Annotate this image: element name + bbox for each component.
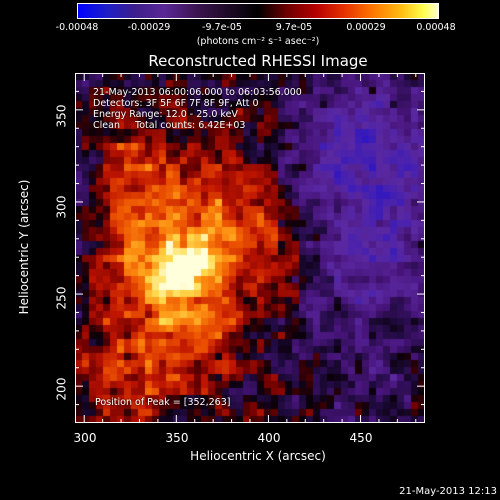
x-tick-label: 400 [257, 431, 281, 445]
info-time-range: 21-May-2013 06:00:06.000 to 06:03:56.000 [93, 87, 302, 98]
y-tick-label: 250 [54, 286, 69, 310]
plot-title: Reconstructed RHESSI Image [148, 52, 368, 70]
x-axis-label: Heliocentric X (arcsec) [190, 449, 326, 463]
colorbar-tick: -0.00048 [55, 22, 99, 33]
plot-frame [75, 73, 425, 423]
colorbar-tick: 9.7e-05 [275, 22, 313, 33]
colorbar-units: (photons cm⁻² s⁻¹ asec⁻²) [196, 36, 320, 47]
info-peak-position: Position of Peak = [352,263] [95, 397, 231, 408]
colorbar-tick: -0.00029 [127, 22, 171, 33]
x-tick-label: 350 [165, 431, 189, 445]
x-tick-label: 300 [73, 431, 97, 445]
y-tick-label: 200 [54, 377, 69, 401]
plot-timestamp: 21-May-2013 12:13 [399, 486, 497, 497]
y-axis-label: Heliocentric Y (arcsec) [17, 179, 31, 315]
info-energy-range: Energy Range: 12.0 - 25.0 keV [93, 109, 238, 120]
y-tick-label: 300 [54, 195, 69, 219]
colorbar-tick: 0.00029 [346, 22, 386, 33]
info-total-counts: Clean Total counts: 6.42E+03 [93, 120, 246, 131]
rhessi-heatmap [75, 73, 425, 423]
colorbar-tick: -9.7e-05 [202, 22, 242, 33]
image-plot: 21-May-2013 06:00:06.000 to 06:03:56.000… [75, 73, 425, 423]
info-detectors: Detectors: 3F 5F 6F 7F 8F 9F, Att 0 [93, 98, 259, 109]
y-tick-label: 350 [54, 104, 69, 128]
x-tick-label: 450 [349, 431, 373, 445]
colorbar [77, 3, 439, 19]
colorbar-tick: 0.00048 [416, 22, 456, 33]
